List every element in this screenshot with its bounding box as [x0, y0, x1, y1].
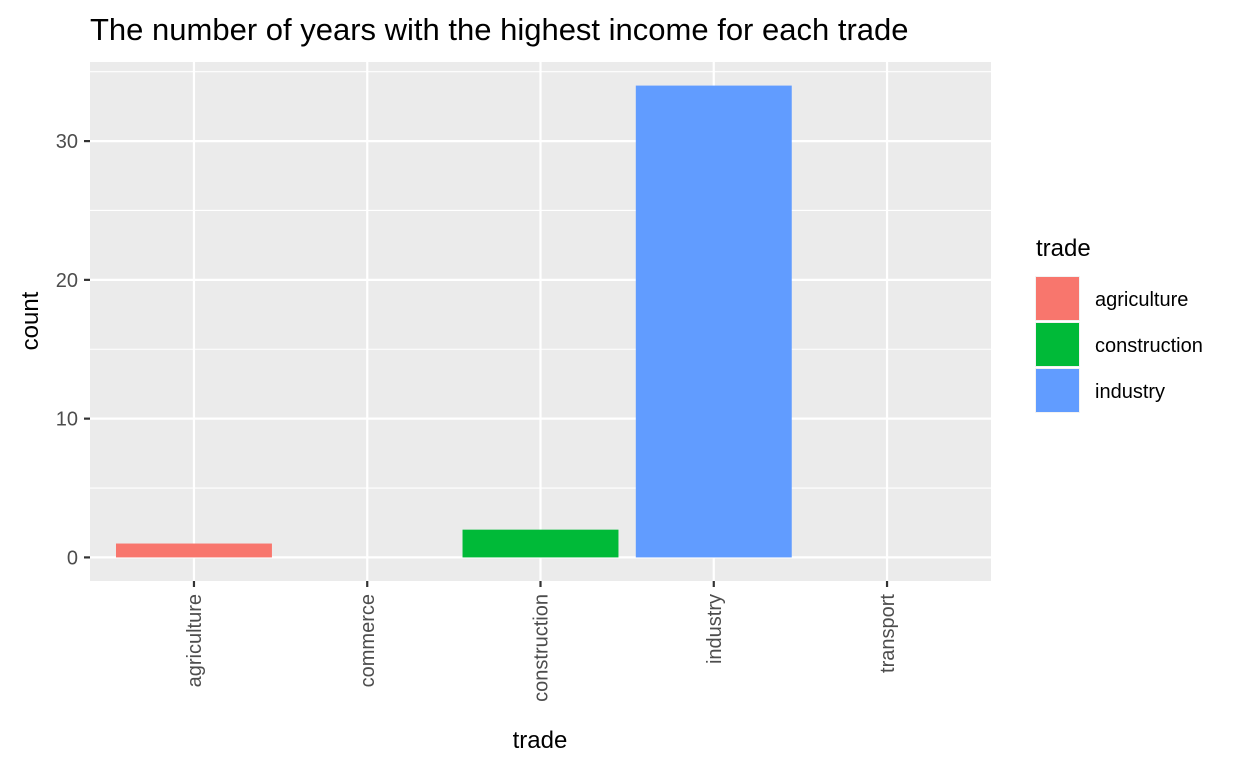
- legend-swatch-construction: [1036, 323, 1079, 366]
- y-tick-label: 0: [67, 547, 78, 569]
- y-tick-label: 30: [56, 131, 78, 153]
- legend-label: construction: [1095, 335, 1203, 357]
- y-axis-title: count: [17, 291, 44, 350]
- chart-title: The number of years with the highest inc…: [90, 12, 909, 47]
- x-axis-title: trade: [513, 727, 568, 754]
- legend-swatch-industry: [1036, 369, 1079, 412]
- legend: trade agriculture construction industry: [1035, 235, 1203, 413]
- y-tick-label: 10: [56, 409, 78, 431]
- legend-swatch-agriculture: [1036, 277, 1079, 320]
- y-tick-label: 20: [56, 270, 78, 292]
- bar-agriculture: [115, 543, 272, 558]
- legend-label: agriculture: [1095, 289, 1188, 311]
- x-tick-label: commerce: [357, 594, 379, 687]
- bar-construction: [462, 529, 619, 558]
- x-axis: agriculture commerce construction industry t…: [184, 581, 899, 702]
- x-tick-label: construction: [531, 594, 553, 702]
- y-axis: 0 10 20 30: [56, 131, 90, 569]
- bars: [115, 85, 792, 558]
- x-tick-label: industry: [704, 594, 726, 664]
- legend-title: trade: [1036, 235, 1091, 262]
- grid-lines: [90, 62, 991, 581]
- bar-industry: [635, 85, 792, 558]
- x-tick-label: transport: [877, 594, 899, 673]
- x-tick-label: agriculture: [184, 594, 206, 687]
- legend-label: industry: [1095, 381, 1165, 403]
